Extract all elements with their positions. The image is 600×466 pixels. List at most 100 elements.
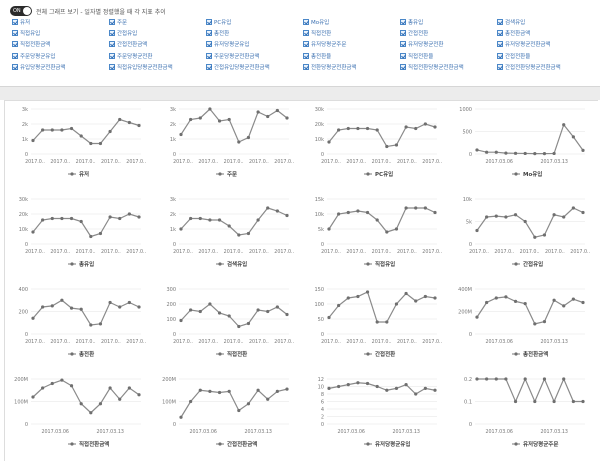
checkbox-checked-icon[interactable] bbox=[12, 41, 18, 48]
metric-checkbox[interactable]: 총유입 bbox=[400, 16, 497, 27]
metric-checkbox[interactable]: 간접전환당평균전환금액 bbox=[497, 62, 594, 73]
metric-checkbox[interactable]: 직접유입당평균전환금액 bbox=[109, 62, 206, 73]
checkbox-checked-icon[interactable] bbox=[109, 41, 115, 48]
data-point bbox=[108, 215, 112, 219]
metric-checkbox[interactable]: 유입당평균전환금액 bbox=[12, 62, 109, 73]
metric-checkbox[interactable]: 직접유입 bbox=[12, 27, 109, 38]
checkbox-checked-icon[interactable] bbox=[400, 30, 406, 37]
checkbox-checked-icon[interactable] bbox=[12, 52, 18, 59]
metric-checkbox[interactable]: 유저당평균유입 bbox=[206, 39, 303, 50]
checkbox-checked-icon[interactable] bbox=[109, 64, 115, 71]
legend-label: 간접전환 bbox=[375, 350, 395, 358]
checkbox-checked-icon[interactable] bbox=[400, 18, 406, 25]
series-line bbox=[180, 388, 288, 418]
metric-checkbox[interactable]: 전환당평균전환금액 bbox=[303, 62, 400, 73]
x-tick-label: 2017.0.. bbox=[321, 339, 341, 345]
metric-checkbox[interactable]: 간접전환율 bbox=[497, 50, 594, 61]
checkbox-checked-icon[interactable] bbox=[303, 30, 309, 37]
metric-checkbox[interactable]: 유저당평균전환 bbox=[400, 39, 497, 50]
x-tick-label: 2017.0.. bbox=[173, 339, 193, 345]
metric-checkbox[interactable]: 유저 bbox=[12, 16, 109, 27]
metric-checkbox[interactable]: 주문 bbox=[109, 16, 206, 27]
checkbox-checked-icon[interactable] bbox=[206, 64, 212, 71]
data-point bbox=[404, 291, 408, 296]
checkbox-checked-icon[interactable] bbox=[303, 52, 309, 59]
checkbox-checked-icon[interactable] bbox=[303, 64, 309, 71]
data-point bbox=[494, 296, 498, 300]
checkbox-checked-icon[interactable] bbox=[400, 41, 406, 48]
y-tick-label: 0 bbox=[469, 332, 472, 338]
metric-checkbox[interactable]: Mo유입 bbox=[303, 16, 400, 27]
checkbox-checked-icon[interactable] bbox=[400, 64, 406, 71]
x-tick-label: 2017.0.. bbox=[126, 249, 146, 255]
metric-checkbox[interactable]: 주문당평균유입 bbox=[12, 50, 109, 61]
metric-checkbox[interactable]: 검색유입 bbox=[497, 16, 594, 27]
metric-checkbox[interactable]: 총전환금액 bbox=[497, 27, 594, 38]
y-tick-label: 5k bbox=[318, 227, 324, 233]
data-point bbox=[513, 399, 518, 404]
data-point bbox=[365, 126, 370, 131]
data-point bbox=[79, 307, 83, 311]
x-tick-label: 2017.0.. bbox=[249, 249, 269, 255]
metric-checkbox[interactable]: 간접유입 bbox=[109, 27, 206, 38]
checkbox-checked-icon[interactable] bbox=[109, 30, 115, 37]
x-tick-label: 2017.0.. bbox=[76, 339, 96, 345]
metric-checkbox[interactable]: 직접전환금액 bbox=[12, 39, 109, 50]
series-line bbox=[476, 296, 584, 325]
view-all-toggle[interactable]: ON bbox=[10, 6, 32, 16]
data-point bbox=[189, 399, 193, 404]
y-tick-label: 0 bbox=[469, 242, 472, 248]
x-tick-label: 2017.0.. bbox=[397, 249, 417, 255]
x-tick-label: 2017.0.. bbox=[346, 249, 366, 255]
checkbox-checked-icon[interactable] bbox=[497, 64, 503, 71]
legend-marker bbox=[514, 172, 518, 176]
checkbox-checked-icon[interactable] bbox=[303, 41, 309, 48]
checkbox-checked-icon[interactable] bbox=[12, 64, 18, 71]
checkbox-checked-icon[interactable] bbox=[206, 18, 212, 25]
metric-checkbox[interactable]: 간접전환 bbox=[400, 27, 497, 38]
metric-checkbox[interactable]: 간접전환금액 bbox=[109, 39, 206, 50]
y-tick-label: 400M bbox=[458, 287, 472, 293]
checkbox-checked-icon[interactable] bbox=[497, 41, 503, 48]
data-point bbox=[571, 135, 575, 139]
data-point bbox=[394, 386, 399, 390]
checkbox-checked-icon[interactable] bbox=[400, 52, 406, 59]
data-point bbox=[118, 216, 122, 221]
metric-checkbox[interactable]: PC유입 bbox=[206, 16, 303, 27]
metric-checkbox[interactable]: 주문당평균전환금액 bbox=[206, 50, 303, 61]
y-tick-label: 0 bbox=[25, 332, 28, 338]
metric-checkbox[interactable]: 직접전환당평균전환금액 bbox=[400, 62, 497, 73]
metric-checkbox[interactable]: 유저당평균주문 bbox=[303, 39, 400, 50]
y-tick-label: 200 bbox=[18, 310, 28, 316]
checkbox-checked-icon[interactable] bbox=[12, 18, 18, 25]
metric-checkbox[interactable]: 직접전환율 bbox=[400, 50, 497, 61]
metric-checkbox[interactable]: 총전환 bbox=[206, 27, 303, 38]
metric-checkbox[interactable]: 간접유입당평균전환금액 bbox=[206, 62, 303, 73]
metric-checkbox[interactable]: 총전환율 bbox=[303, 50, 400, 61]
checkbox-checked-icon[interactable] bbox=[109, 18, 115, 25]
data-point bbox=[237, 408, 241, 413]
data-point bbox=[79, 219, 83, 224]
data-point bbox=[60, 128, 64, 132]
checkbox-checked-icon[interactable] bbox=[109, 52, 115, 59]
metric-checkbox[interactable]: 유저당평균전환금액 bbox=[497, 39, 594, 50]
data-point bbox=[581, 148, 585, 152]
legend-label: 직접유입 bbox=[375, 260, 395, 268]
data-point bbox=[237, 233, 241, 237]
data-point bbox=[98, 322, 103, 326]
checkbox-checked-icon[interactable] bbox=[206, 52, 212, 59]
metric-checkbox[interactable]: 주문당평균전환 bbox=[109, 50, 206, 61]
checkbox-checked-icon[interactable] bbox=[206, 30, 212, 37]
checkbox-checked-icon[interactable] bbox=[497, 18, 503, 25]
checkbox-checked-icon[interactable] bbox=[497, 30, 503, 37]
checkbox-checked-icon[interactable] bbox=[497, 52, 503, 59]
data-point bbox=[423, 122, 427, 126]
x-tick-label: 2017.0.. bbox=[397, 159, 417, 165]
data-point bbox=[275, 389, 279, 393]
mini-chart: 0 1k 2k 3k 2017.0.. 2017.0.. 2017.0.. 2017.0.. 2… bbox=[22, 107, 146, 178]
checkbox-checked-icon[interactable] bbox=[206, 41, 212, 48]
checkbox-checked-icon[interactable] bbox=[12, 30, 18, 37]
checkbox-checked-icon[interactable] bbox=[303, 18, 309, 25]
metric-checkbox[interactable]: 직접전환 bbox=[303, 27, 400, 38]
data-point bbox=[414, 206, 418, 210]
